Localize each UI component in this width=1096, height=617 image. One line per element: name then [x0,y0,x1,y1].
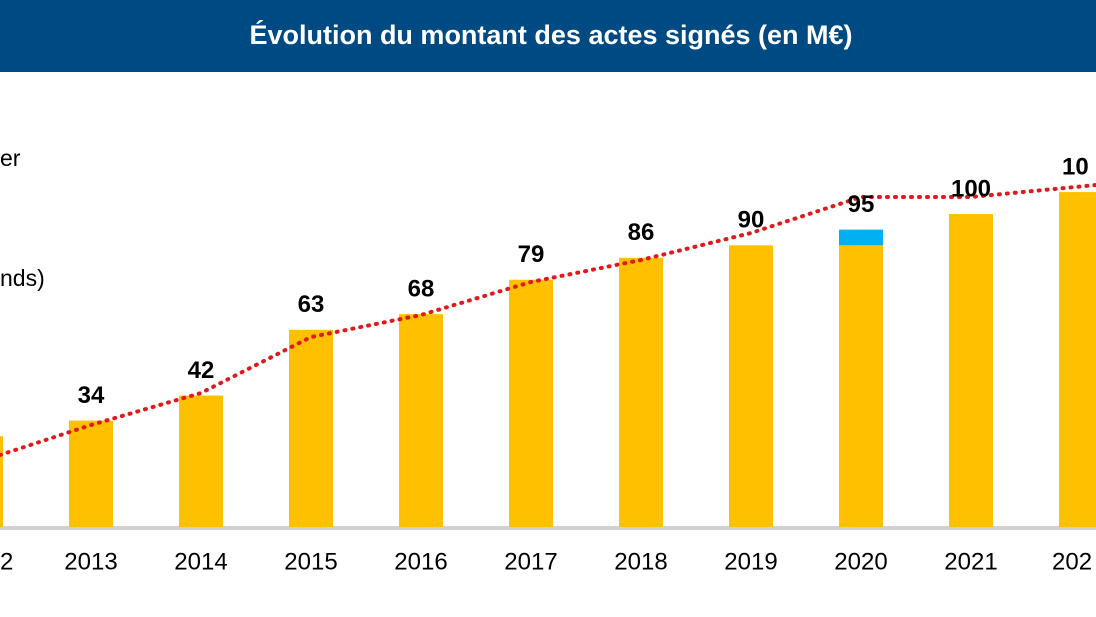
data-label: 63 [298,291,325,318]
trend-line [0,183,1096,457]
bar [69,420,113,527]
labels: 2 2013 34 2014 42 2015 63 2016 68 2017 79 2018 86 201… [0,153,1092,575]
chart-title: Évolution du montant des actes signés (e… [249,19,852,50]
bars [0,192,1096,528]
x-tick-label: 2014 [174,548,227,575]
data-label: 34 [78,382,105,409]
header-band [0,0,1096,72]
bar [179,395,223,527]
bar [839,229,883,246]
x-tick-label: 2 [0,548,13,575]
x-tick-label: 202 [1052,548,1092,575]
bar [289,329,333,527]
x-tick-label: 2019 [724,548,777,575]
bar [1059,192,1096,527]
x-tick-label: 2016 [394,548,447,575]
bar [949,214,993,527]
bar [399,314,443,527]
x-tick-label: 2013 [64,548,117,575]
bar [0,436,3,527]
data-label: 86 [628,219,655,246]
x-tick-label: 2021 [944,548,997,575]
data-label: 42 [188,357,215,384]
x-tick-label: 2020 [834,548,887,575]
bar [509,279,553,527]
data-label: 10 [1062,153,1089,180]
bar [729,245,773,528]
legend-fragment: er [0,145,21,171]
bar [839,245,883,528]
baseline [0,526,1096,530]
bar [619,257,663,527]
data-label: 95 [848,191,875,218]
data-label: 79 [518,241,545,268]
data-label: 68 [408,276,435,303]
x-tick-label: 2018 [614,548,667,575]
data-label: 100 [951,175,991,202]
legend-fragment: nds) [0,265,45,291]
x-tick-label: 2015 [284,548,337,575]
x-tick-label: 2017 [504,548,557,575]
data-label: 90 [738,207,765,234]
